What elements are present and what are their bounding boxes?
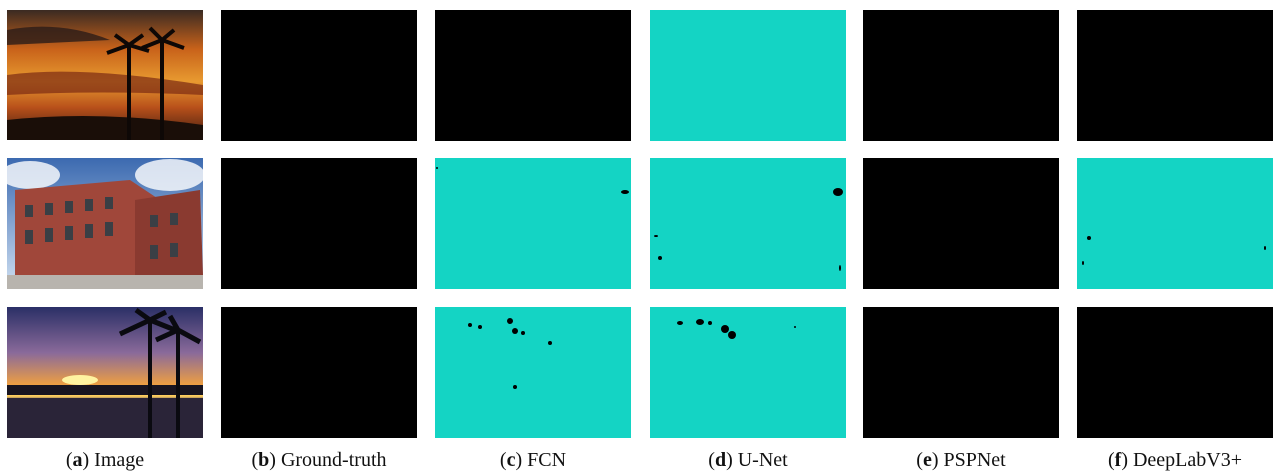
mask-image [1077, 158, 1273, 289]
photo-sunset-water [7, 307, 203, 438]
mask-speck [658, 256, 662, 260]
mask-speck [507, 318, 513, 324]
mask-speck [833, 188, 843, 196]
mask-speck [548, 341, 552, 345]
caption-part: ( [252, 449, 259, 471]
caption: (d) U-Net [708, 449, 788, 471]
mask-speck [621, 190, 629, 194]
mask-image [650, 10, 846, 141]
caption-part: ( [916, 449, 923, 471]
mask-speck [436, 167, 438, 169]
mask-image [435, 10, 631, 141]
mask-speck [1082, 261, 1084, 265]
caption-part: ) PSPNet [932, 449, 1006, 471]
mask-image [1077, 307, 1273, 438]
mask-speck [654, 235, 658, 237]
mask-speck [1264, 246, 1266, 250]
caption: (e) PSPNet [916, 449, 1006, 471]
mask-image [435, 307, 631, 438]
mask-speck [512, 328, 518, 334]
caption-part: ) Ground-truth [269, 449, 386, 471]
mask-image [650, 307, 846, 438]
mask-speck [521, 331, 525, 335]
caption-part: ( [1108, 449, 1115, 471]
caption: (c) FCN [500, 449, 566, 471]
caption: (f) DeepLabV3+ [1108, 449, 1242, 471]
mask-image [863, 307, 1059, 438]
caption-part: ) U-Net [726, 449, 788, 471]
caption-part: f [1115, 449, 1122, 471]
caption: (a) Image [66, 449, 144, 471]
mask-image [221, 10, 417, 141]
mask-speck [478, 325, 482, 329]
mask-image [1077, 10, 1273, 141]
mask-speck [513, 385, 517, 389]
caption-part: b [258, 449, 269, 471]
caption-part: ) Image [83, 449, 145, 471]
caption-part: a [73, 449, 83, 471]
mask-speck [794, 326, 796, 328]
caption-part: c [507, 449, 516, 471]
caption-part: d [715, 449, 726, 471]
caption-part: ) FCN [515, 449, 566, 471]
mask-speck [839, 265, 841, 271]
caption-part: e [923, 449, 932, 471]
mask-image [863, 158, 1059, 289]
mask-speck [1087, 236, 1091, 240]
mask-image [863, 10, 1059, 141]
photo-building [0, 158, 205, 289]
mask-image [221, 307, 417, 438]
caption-part: ( [66, 449, 73, 471]
caption-part: ( [708, 449, 715, 471]
caption: (b) Ground-truth [252, 449, 387, 471]
mask-speck [728, 331, 736, 339]
mask-image [435, 158, 631, 289]
caption-part: ) DeepLabV3+ [1121, 449, 1242, 471]
mask-speck [721, 325, 729, 333]
mask-image [650, 158, 846, 289]
caption-part: ( [500, 449, 507, 471]
photo-sunset-palms [7, 10, 203, 140]
mask-speck [708, 321, 712, 325]
mask-speck [677, 321, 683, 325]
mask-speck [696, 319, 704, 325]
mask-image [221, 158, 417, 289]
mask-speck [468, 323, 472, 327]
